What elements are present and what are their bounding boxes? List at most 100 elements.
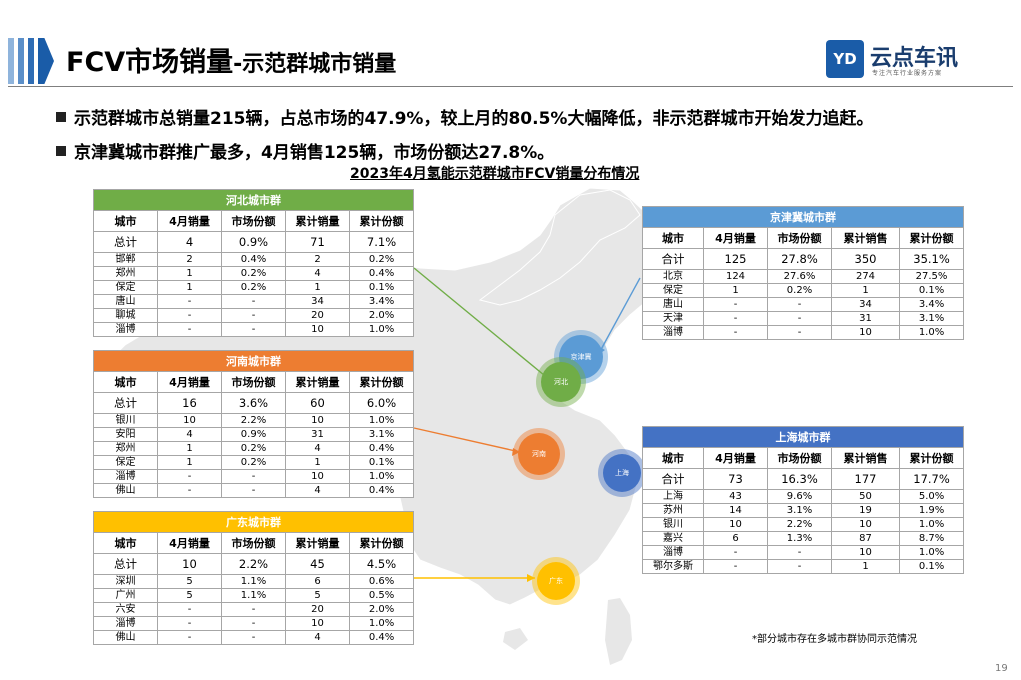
col-header: 市场份额 [221, 532, 286, 554]
table-cell: 保定 [642, 283, 704, 298]
col-header: 4月销量 [157, 532, 222, 554]
table-cell: - [157, 469, 222, 484]
table-cell: 1 [831, 559, 900, 574]
table-cell: 16.3% [767, 468, 832, 490]
table-cell: - [767, 311, 832, 326]
table-row: 聊城 - -20 2.0% [93, 308, 415, 323]
table-cell: 唐山 [93, 294, 158, 309]
table-cell: 淄博 [642, 325, 704, 340]
table-cell: 0.1% [348, 455, 415, 470]
henan-connector [413, 427, 521, 453]
table-cell: 0.5% [348, 588, 415, 603]
col-header: 累计份额 [348, 371, 415, 393]
page-number: 19 [995, 663, 1008, 674]
table-cell: - [767, 545, 832, 560]
table-cell: 2.0% [348, 602, 415, 617]
bubble-hebei-label: 河北 [554, 378, 568, 386]
table-cell: 19 [831, 503, 900, 518]
table-cell: 0.4% [348, 483, 415, 498]
table-cell: 1 [157, 441, 222, 456]
table-row: 广州 5 1.1% 5 0.5% [93, 588, 415, 603]
shanghai-table-title: 上海城市群 [641, 426, 965, 448]
table-cell: 北京 [642, 269, 704, 284]
table-cell: 10 [285, 413, 350, 428]
bubble-guangdong-label: 广东 [549, 577, 563, 585]
table-cell: 1.0% [898, 545, 965, 560]
table-cell: 7.1% [348, 231, 415, 253]
col-header: 城市 [93, 532, 158, 554]
table-cell: 9.6% [767, 489, 832, 504]
table-cell: - [221, 294, 286, 309]
table-row: 淄博 - -10 1.0% [93, 469, 415, 484]
table-cell: 4 [157, 231, 222, 253]
table-cell: 3.6% [221, 392, 286, 414]
table-cell: 1.0% [348, 413, 415, 428]
table-cell: 天津 [642, 311, 704, 326]
table-cell: 10 [831, 517, 900, 532]
guangdong-table-title: 广东城市群 [92, 511, 415, 533]
table-row: 邯郸 2 0.4% 2 0.2% [93, 252, 415, 267]
col-header: 累计份额 [348, 532, 415, 554]
bubble-jingjinji-label: 京津冀 [570, 353, 592, 361]
bubble-shanghai-label: 上海 [615, 469, 629, 477]
table-cell: - [703, 545, 768, 560]
footnote: *部分城市存在多城市群协同示范情况 [752, 634, 917, 645]
hebei-table: 河北城市群 城市 4月销量 市场份额 累计销量 累计份额 总计 4 0.9% 7… [92, 189, 415, 337]
table-cell: 5 [285, 588, 350, 603]
table-cell: 4 [157, 427, 222, 442]
bullet-square-icon [56, 146, 66, 156]
table-row: 银川 10 2.2% 10 1.0% [93, 413, 415, 428]
table-cell: 安阳 [93, 427, 158, 442]
table-cell: - [157, 294, 222, 309]
table-cell: 1 [285, 280, 350, 295]
table-cell: - [767, 325, 832, 340]
col-header: 累计份额 [898, 227, 965, 249]
table-cell: 10 [157, 413, 222, 428]
table-cell: 0.4% [348, 441, 415, 456]
table-row: 保定 1 0.2% 1 0.1% [93, 280, 415, 295]
table-cell: 2.2% [767, 517, 832, 532]
shanghai-table: 上海城市群 城市 4月销量 市场份额 累计销售 累计份额 合计 73 16.3%… [641, 426, 965, 574]
table-cell: - [703, 559, 768, 574]
south-china-sea-inset [605, 598, 632, 665]
table-cell: 43 [703, 489, 768, 504]
table-cell: 1.0% [348, 469, 415, 484]
table-cell: 10 [157, 553, 222, 575]
table-cell: 0.4% [348, 630, 415, 645]
table-row: 郑州 1 0.2% 4 0.4% [93, 266, 415, 281]
table-cell: 73 [703, 468, 768, 490]
table-cell: 合计 [642, 248, 704, 270]
bubble-henan: 河南 [518, 433, 560, 475]
logo-tagline: 专注汽车行业服务方案 [872, 70, 943, 77]
table-cell: - [221, 308, 286, 323]
bullet-point-1: 示范群城市总销量215辆，占总市场的47.9%，较上月的80.5%大幅降低，非示… [56, 104, 873, 129]
table-cell: 2.2% [221, 413, 286, 428]
table-cell: 20 [285, 602, 350, 617]
table-cell: 6 [285, 574, 350, 589]
table-cell: 1.0% [348, 616, 415, 631]
col-header: 城市 [642, 447, 704, 469]
table-cell: 35.1% [898, 248, 965, 270]
table-cell: 总计 [93, 553, 158, 575]
table-cell: 177 [831, 468, 900, 490]
table-cell: - [703, 325, 768, 340]
figure-title: 2023年4月氢能示范群城市FCV销量分布情况 [350, 166, 640, 182]
col-header: 市场份额 [221, 210, 286, 232]
table-cell: 1.1% [221, 588, 286, 603]
table-cell: 350 [831, 248, 900, 270]
table-total-row: 总计 4 0.9% 71 7.1% [93, 231, 415, 253]
col-header: 累计销售 [831, 447, 900, 469]
henan-arrowhead [512, 448, 520, 456]
table-row: 佛山 - -4 0.4% [93, 483, 415, 498]
table-cell: 10 [831, 545, 900, 560]
table-cell: 邯郸 [93, 252, 158, 267]
table-cell: 0.9% [221, 231, 286, 253]
hebei-table-title: 河北城市群 [92, 189, 415, 211]
table-cell: 10 [831, 325, 900, 340]
table-cell: - [767, 559, 832, 574]
bubble-guangdong: 广东 [537, 562, 575, 600]
table-cell: 0.2% [348, 252, 415, 267]
bubble-henan-label: 河南 [532, 450, 546, 458]
table-cell: 6.0% [348, 392, 415, 414]
guangdong-arrowhead [527, 574, 535, 582]
